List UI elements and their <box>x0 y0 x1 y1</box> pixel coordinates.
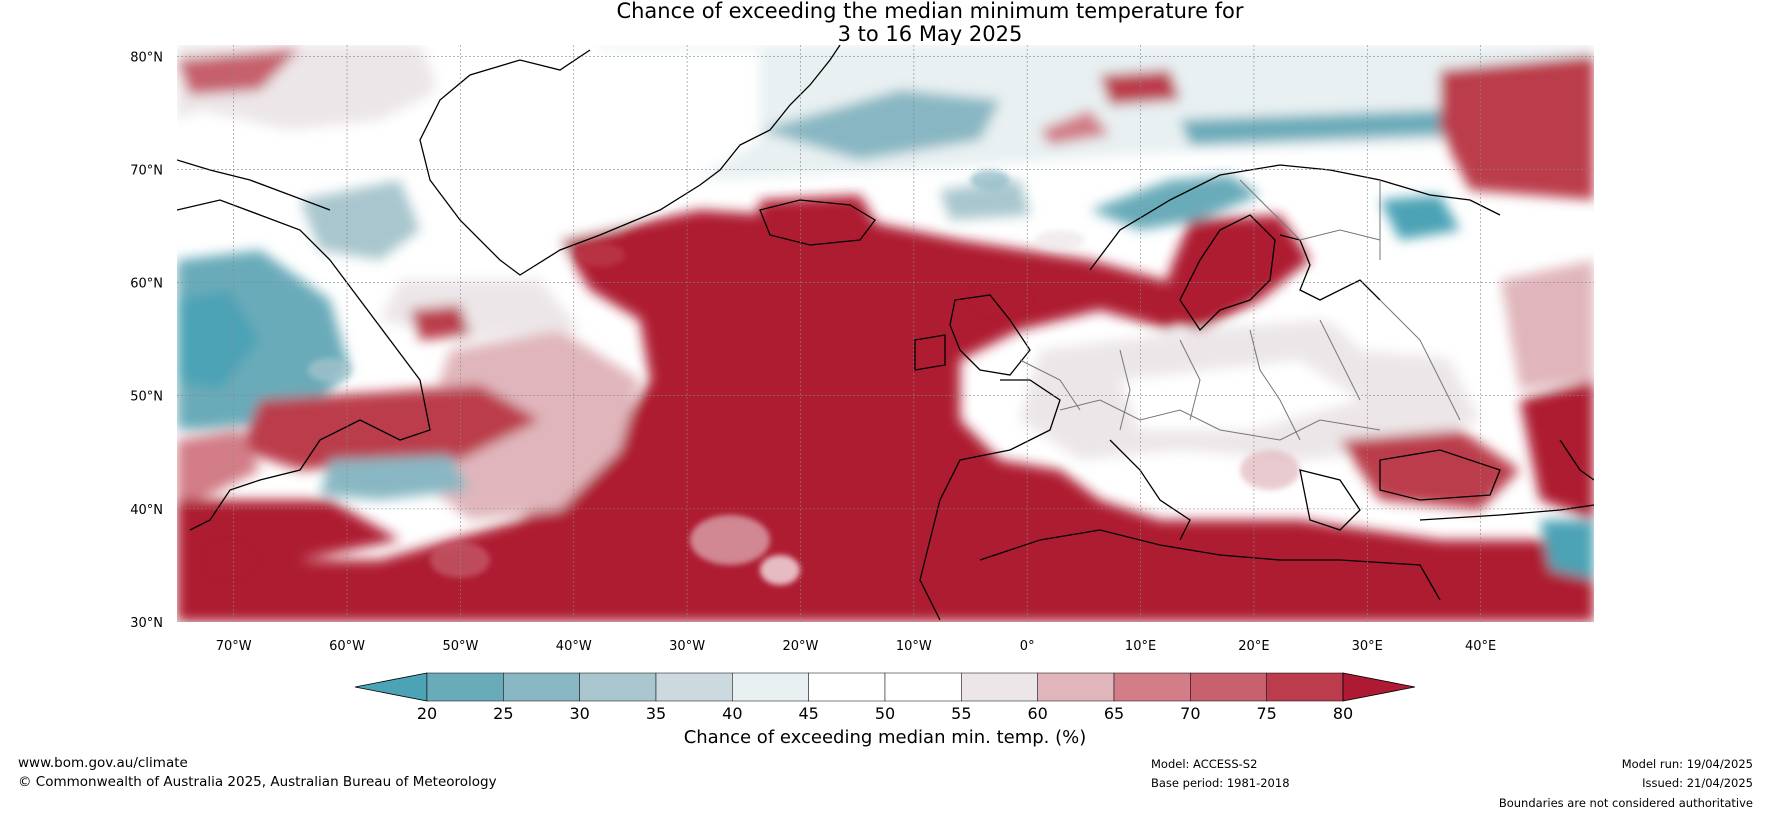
colorbar-tick-labels: 20 25 30 35 40 45 50 55 60 65 70 75 80 <box>417 704 1353 723</box>
probability-noise <box>205 170 1300 585</box>
lon-tick-label: 20°W <box>783 639 819 654</box>
lon-tick-label: 70°W <box>216 639 252 654</box>
lon-tick-label: 20°E <box>1238 639 1269 654</box>
country-borders <box>1019 179 1461 441</box>
lat-tick-label: 60°N <box>130 277 163 292</box>
lat-tick-label: 50°N <box>130 390 163 405</box>
colorbar-label: Chance of exceeding median min. temp. (%… <box>683 727 1087 748</box>
lon-tick-label: 50°W <box>442 639 478 654</box>
colorbar-tick-label: 25 <box>493 704 513 723</box>
colorbar-tick-label: 35 <box>646 704 666 723</box>
map-title-line2: 3 to 16 May 2025 <box>837 22 1023 46</box>
colorbar-tick-label: 40 <box>722 704 742 723</box>
colorbar-segment <box>1113 672 1191 702</box>
colorbar-segment <box>655 672 733 702</box>
colorbar-low-arrow <box>354 672 428 702</box>
colorbar-segment <box>1266 672 1344 702</box>
colorbar-tick-label: 75 <box>1256 704 1276 723</box>
colorbar-segment <box>426 672 504 702</box>
lon-tick-label: 10°E <box>1125 639 1156 654</box>
colorbar-segment <box>961 672 1038 702</box>
coastlines <box>177 45 1594 621</box>
map-title-line1: Chance of exceeding the median minimum t… <box>616 0 1244 23</box>
colorbar-segment <box>1190 672 1267 702</box>
colorbar-tick-label: 60 <box>1027 704 1047 723</box>
colorbar-segment <box>884 672 962 702</box>
colorbar-tick-label: 80 <box>1333 704 1353 723</box>
colorbar-tick-label: 30 <box>569 704 589 723</box>
colorbar-segment <box>503 672 580 702</box>
lon-axis-labels: 70°W 60°W 50°W 40°W 30°W 20°W 10°W 0° 10°E 20°E 30… <box>216 639 1497 654</box>
colorbar-segment <box>808 672 886 702</box>
colorbar-tick-label: 70 <box>1180 704 1200 723</box>
colorbar-segment <box>732 672 809 702</box>
map-title: Chance of exceeding the median minimum t… <box>0 0 1770 46</box>
colorbar-tick-label: 20 <box>417 704 437 723</box>
lon-tick-label: 40°W <box>556 639 592 654</box>
colorbar-segment <box>1037 672 1115 702</box>
model-name: Model: ACCESS-S2 <box>1151 757 1258 771</box>
colorbar-high-arrow <box>1342 672 1416 702</box>
copyright-text: © Commonwealth of Australia 2025, Austra… <box>18 774 497 790</box>
lat-tick-label: 80°N <box>130 50 163 65</box>
lon-tick-label: 40°E <box>1465 639 1496 654</box>
base-period: Base period: 1981-2018 <box>1151 776 1290 790</box>
lat-tick-label: 40°N <box>130 503 163 518</box>
lat-axis-labels: 30°N 40°N 50°N 60°N 70°N 80°N <box>130 50 163 631</box>
lon-tick-label: 30°E <box>1352 639 1383 654</box>
lon-tick-label: 30°W <box>669 639 705 654</box>
lat-tick-label: 70°N <box>130 163 163 178</box>
model-run-date: Model run: 19/04/2025 <box>1621 757 1753 771</box>
map-gridlines <box>177 45 1594 622</box>
probability-field <box>177 45 1594 622</box>
bom-url[interactable]: www.bom.gov.au/climate <box>18 755 188 771</box>
colorbar-tick-label: 55 <box>951 704 971 723</box>
lon-tick-label: 60°W <box>329 639 365 654</box>
boundaries-disclaimer: Boundaries are not considered authoritat… <box>1498 796 1753 810</box>
issued-date: Issued: 21/04/2025 <box>1642 776 1753 790</box>
map-plot-area <box>177 45 1594 622</box>
colorbar-tick-label: 45 <box>798 704 818 723</box>
colorbar-tick-label: 50 <box>875 704 895 723</box>
lat-tick-label: 30°N <box>130 616 163 631</box>
lon-tick-label: 0° <box>1020 639 1035 654</box>
colorbar-segment <box>579 672 657 702</box>
lon-tick-label: 10°W <box>896 639 932 654</box>
colorbar-tick-label: 65 <box>1104 704 1124 723</box>
colorbar <box>354 672 1416 702</box>
